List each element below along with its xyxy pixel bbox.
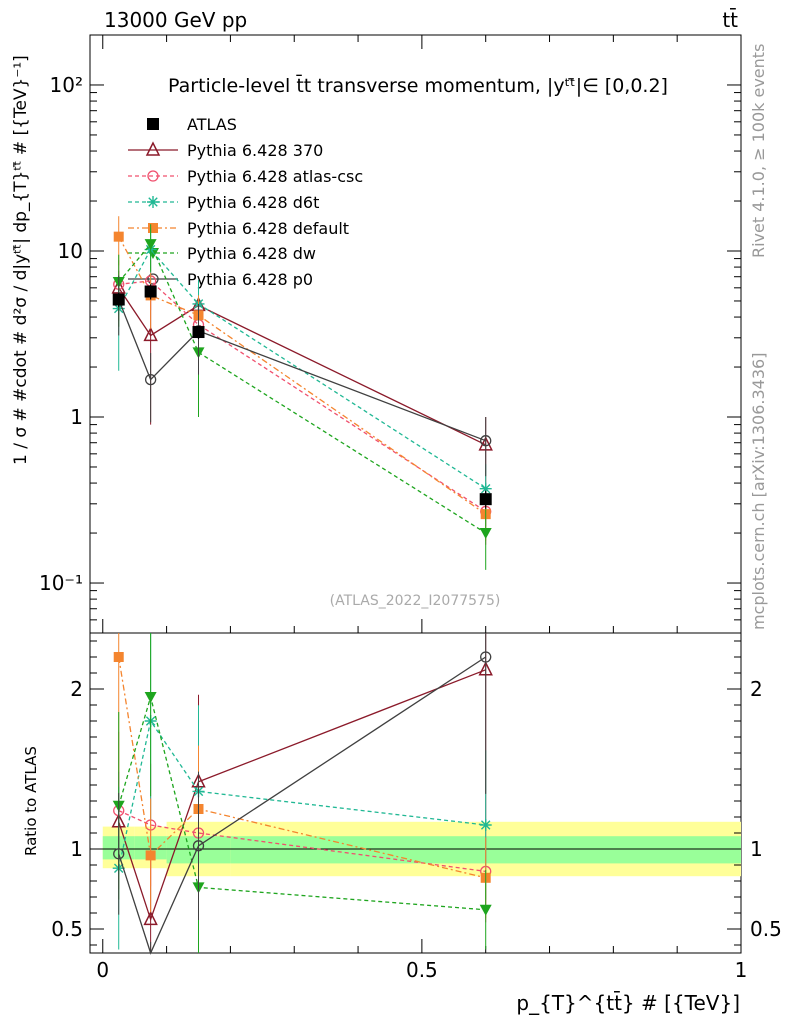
pythia-6-428-default-point xyxy=(113,231,124,242)
x-axis-label: p_{T}^{tt̄} # [{TeV}] xyxy=(516,990,740,1015)
main-series xyxy=(111,216,493,570)
y-axis-label: 1 / σ # #cdot # d²σ / d|yᵗᵗ̄| dp_{T}ᵗᵗ̄ … xyxy=(11,55,31,465)
ratio-tick-label-1: 1 xyxy=(70,837,83,861)
pythia-6-428-default-line xyxy=(118,236,487,515)
legend-label-d6t: Pythia 6.428 d6t xyxy=(187,193,319,212)
x-tick-label-0: 0 xyxy=(96,958,109,982)
analysis-watermark: (ATLAS_2022_I2077575) xyxy=(330,593,501,609)
atlas-point xyxy=(144,285,157,298)
pythia-6-428-p0-line xyxy=(118,299,486,442)
pythia-6-428-p0-point xyxy=(144,373,157,386)
pythia-6-428-370-ratio-line xyxy=(118,669,486,922)
pythia-6-428-p0-point xyxy=(480,435,492,447)
rivet-label: Rivet 4.1.0, ≥ 100k events xyxy=(749,44,768,258)
pythia-6-428-p0-ratio-line xyxy=(118,656,487,955)
pythia-6-428-d6t-point xyxy=(479,482,492,495)
atlas-point xyxy=(112,293,125,306)
ratio-tick-label-right-0.5: 0.5 xyxy=(750,917,782,941)
pythia-6-428-p0-ratio-point xyxy=(480,651,492,663)
pythia-6-428-dw-point xyxy=(144,239,157,251)
ratio-axis-label: Ratio to ATLAS xyxy=(22,746,40,856)
axes xyxy=(90,34,742,953)
pythia-6-428-d6t-ratio-point xyxy=(479,819,492,831)
ratio-tick-label-right-1: 1 xyxy=(750,837,763,861)
ratio-series xyxy=(111,633,493,955)
mcplots-label: mcplots.cern.ch [arXiv:1306.3436] xyxy=(749,353,768,630)
ratio-tick-label-2: 2 xyxy=(70,677,83,701)
chart-title: Particle-level t̄t transverse momentum, … xyxy=(168,73,668,97)
legend-label-atlas-csc: Pythia 6.428 atlas-csc xyxy=(187,167,363,186)
pythia-6-428-default-ratio-line xyxy=(118,656,486,879)
legend-marker-atlas xyxy=(147,118,159,130)
legend-label-p0: Pythia 6.428 p0 xyxy=(187,270,313,289)
pythia-6-428-370-ratio-point xyxy=(143,910,158,926)
x-tick-label-1: 1 xyxy=(735,958,748,982)
pythia-6-428-370-line xyxy=(118,287,486,446)
pythia-6-428-dw-ratio-point xyxy=(144,692,157,703)
process-label: tt̄ xyxy=(722,7,738,32)
atlas-point xyxy=(192,326,205,339)
pythia-6-428-default-ratio-point xyxy=(113,652,124,662)
legend: ATLAS Pythia 6.428 370 Pythia 6.428 atla… xyxy=(128,115,363,289)
ratio-panel-frame xyxy=(89,632,742,954)
atlas-data-points xyxy=(112,284,492,509)
pythia-6-428-p0-ratio-point xyxy=(113,848,125,860)
pythia-6-428-d6t-ratio-line xyxy=(118,719,486,869)
y-tick-label-10: 10 xyxy=(58,239,83,263)
pythia-6-428-d6t-line xyxy=(118,248,487,490)
y-tick-label-100: 10² xyxy=(50,73,83,97)
pythia-6-428-dw-point xyxy=(479,528,492,540)
pythia-6-428-dw-line xyxy=(118,242,487,534)
pythia-6-428-default-ratio-point xyxy=(145,850,156,861)
atlas-point xyxy=(479,493,492,506)
x-tick-label-0.5: 0.5 xyxy=(406,958,438,982)
legend-label-370: Pythia 6.428 370 xyxy=(187,141,323,160)
legend-marker-pythia-6-428-d6t xyxy=(147,196,159,208)
pythia-6-428-370-point xyxy=(143,326,158,342)
y-tick-label-1: 1 xyxy=(70,405,83,429)
ratio-tick-label-right-2: 2 xyxy=(750,677,763,701)
ratio-tick-label-0.5: 0.5 xyxy=(51,917,83,941)
legend-label-atlas: ATLAS xyxy=(187,115,237,134)
legend-marker-pythia-6-428-default xyxy=(148,223,158,233)
legend-label-default: Pythia 6.428 default xyxy=(187,219,349,238)
y-tick-label-0.1: 10⁻¹ xyxy=(39,571,83,595)
pythia-6-428-dw-ratio-line xyxy=(118,694,486,911)
energy-label: 13000 GeV pp xyxy=(104,8,247,32)
legend-marker-pythia-6-428-p0 xyxy=(147,273,159,285)
pythia-6-428-atlas-csc-ratio-line xyxy=(118,810,486,873)
legend-marker-pythia-6-428-370 xyxy=(145,141,161,156)
pythia-6-428-atlas-csc-line xyxy=(118,280,487,512)
pythia-6-428-p0-ratio-point xyxy=(192,840,205,852)
legend-label-dw: Pythia 6.428 dw xyxy=(187,244,316,263)
pythia-6-428-dw-ratio-point xyxy=(479,904,492,916)
legend-marker-pythia-6-428-atlas-csc xyxy=(147,170,159,182)
